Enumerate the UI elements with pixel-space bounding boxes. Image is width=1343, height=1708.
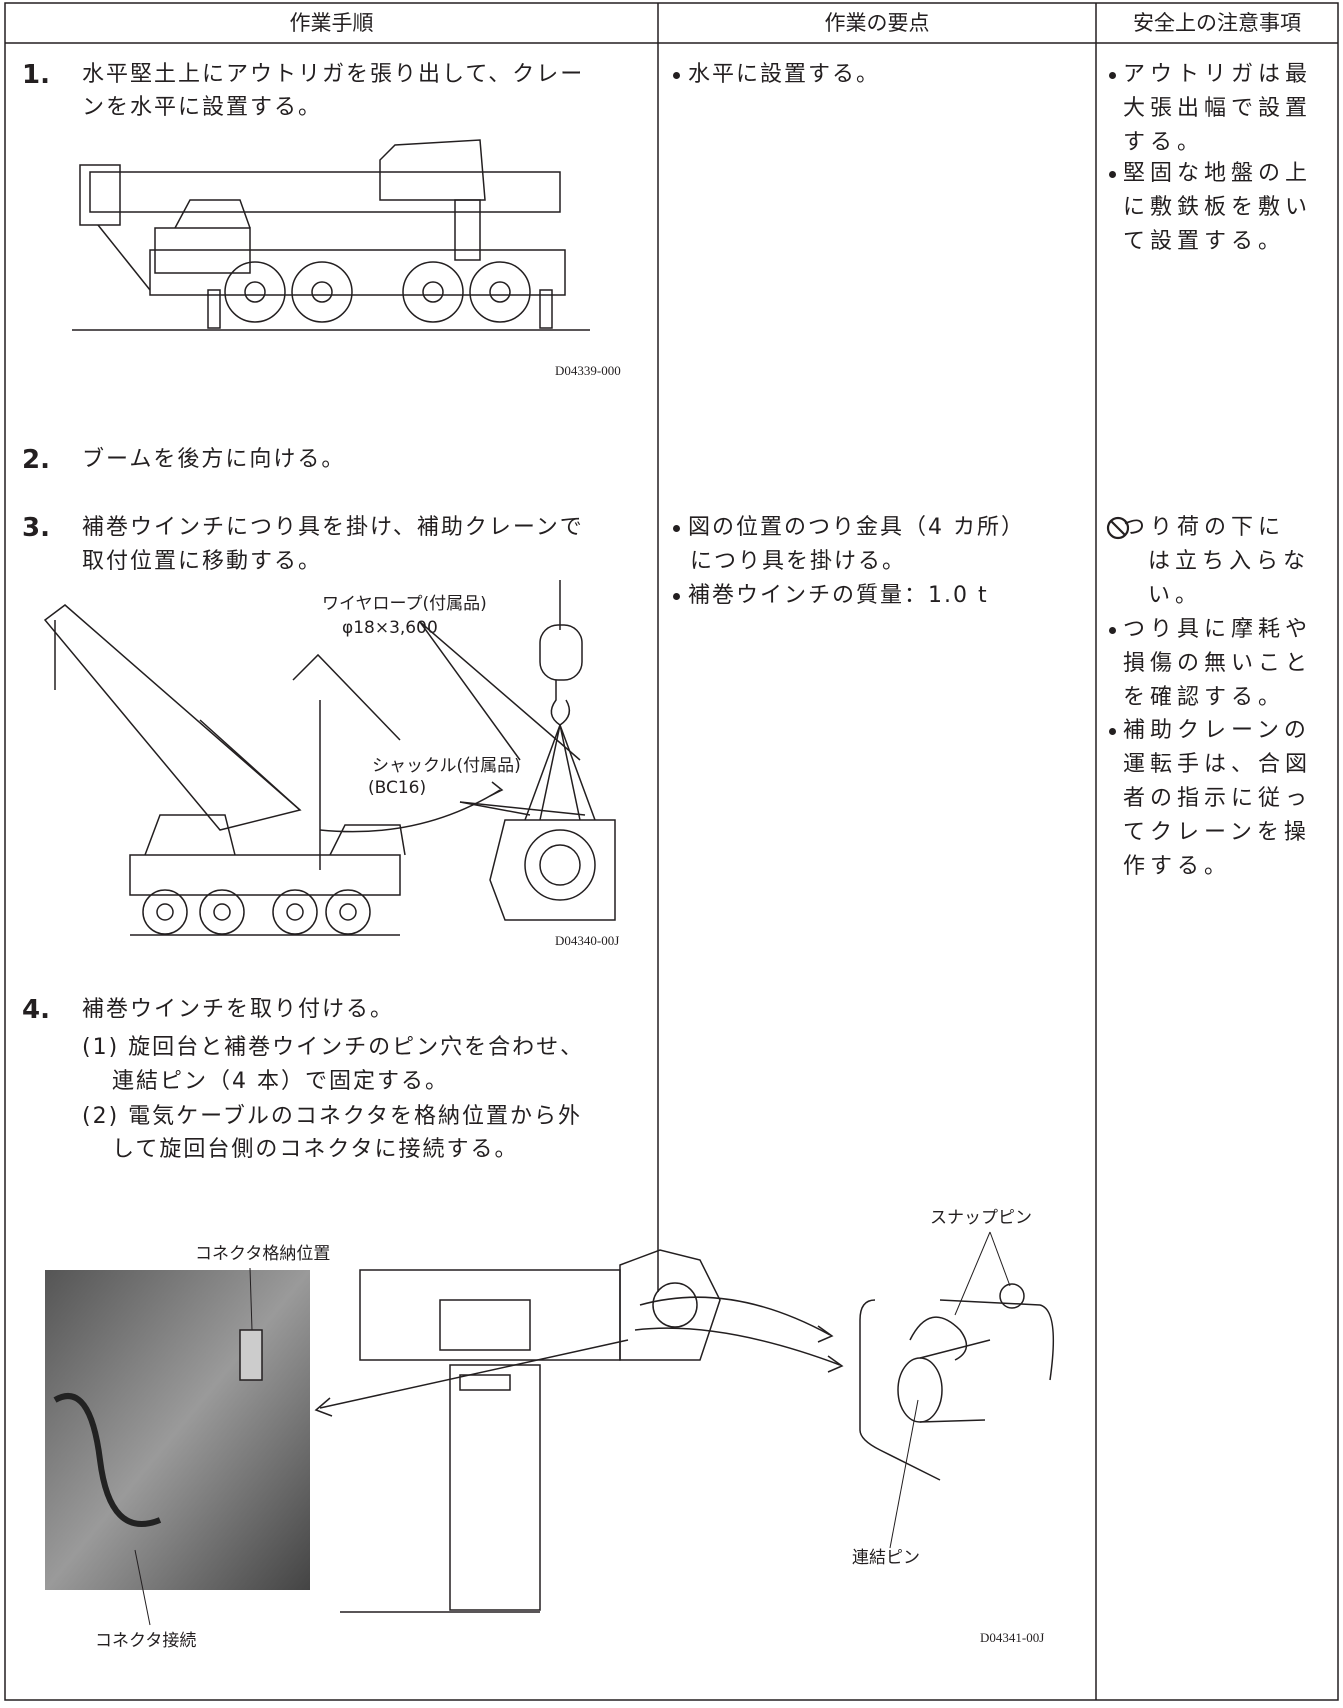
- callout: スナップピン: [930, 1208, 1032, 1228]
- caution-text: てクレーンを操: [1123, 820, 1311, 845]
- callout: シャックル(付属品): [372, 756, 521, 776]
- callout: ワイヤロープ(付属品): [322, 594, 487, 614]
- winch-drawing: [314, 1249, 844, 1613]
- bullet: [673, 593, 680, 600]
- wheels: [224, 261, 531, 323]
- pin-detail: [859, 1231, 1055, 1549]
- step-text: 取付位置に移動する。: [82, 549, 323, 574]
- callout: 連結ピン: [852, 1548, 920, 1568]
- point-text: 水平に設置する。: [688, 62, 881, 87]
- caution-text: 補助クレーンの: [1123, 718, 1311, 743]
- step-number: 1.: [22, 60, 50, 90]
- step-text: ブームを後方に向ける。: [82, 447, 346, 472]
- bullet: [1109, 72, 1116, 79]
- column-header: 作業の要点: [824, 11, 930, 35]
- crane-figure-2: [43, 580, 616, 936]
- point-text: につり具を掛ける。: [690, 549, 907, 574]
- caution-text: 堅固な地盤の上: [1123, 161, 1313, 186]
- caution-text: つり荷の下に: [1123, 515, 1286, 540]
- step-number: 2.: [22, 445, 50, 475]
- caution-text: は立ち入らな: [1148, 549, 1311, 574]
- step-text: 補巻ウインチにつり具を掛け、補助クレーンで: [82, 515, 584, 540]
- caution-text: 大張出幅で設置: [1123, 96, 1313, 121]
- caution-text: を確認する。: [1123, 685, 1286, 710]
- caution-text: い。: [1148, 583, 1203, 608]
- bullet: [673, 72, 680, 79]
- bullet: [673, 525, 680, 532]
- photo: [45, 1267, 310, 1626]
- callout: (BC16): [368, 778, 427, 798]
- caution-text: 損傷の無いこと: [1123, 651, 1313, 676]
- table-frame: [4, 2, 1339, 1701]
- caution-text: 者の指示に従っ: [1123, 786, 1313, 811]
- caution-text: て設置する。: [1123, 229, 1286, 254]
- step-text: 水平堅土上にアウトリガを張り出して、クレー: [82, 62, 585, 87]
- step-text: (2) 電気ケーブルのコネクタを格納位置から外: [82, 1104, 582, 1129]
- caution-text: つり具に摩耗や: [1123, 617, 1313, 642]
- figure-id: D04340-00J: [555, 933, 620, 948]
- caution-text: 作する。: [1123, 854, 1232, 879]
- callout: コネクタ格納位置: [195, 1244, 331, 1264]
- step-text: 補巻ウインチを取り付ける。: [82, 997, 395, 1022]
- callout: φ18×3,600: [342, 618, 438, 638]
- point-text: 補巻ウインチの質量：1.0 t: [688, 583, 989, 608]
- caution-text: 運転手は、合図: [1123, 752, 1313, 777]
- bullet: [1109, 728, 1116, 735]
- caution-text: する。: [1123, 130, 1205, 155]
- figure-id: D04341-00J: [980, 1630, 1045, 1645]
- point-text: 図の位置のつり金具（4 カ所）: [688, 515, 1025, 540]
- figure-id: D04339-000: [555, 363, 621, 378]
- bullet: [1109, 171, 1116, 178]
- callout: コネクタ接続: [95, 1631, 197, 1651]
- column-header: 安全上の注意事項: [1133, 11, 1301, 35]
- caution-text: アウトリガは最: [1123, 62, 1313, 87]
- step-text: ンを水平に設置する。: [82, 95, 323, 120]
- step-text: 連結ピン（4 本）で固定する。: [112, 1069, 449, 1094]
- step-number: 4.: [22, 995, 50, 1025]
- step-text: して旋回台側のコネクタに接続する。: [112, 1137, 519, 1162]
- bullet: [1109, 627, 1116, 634]
- step-text: (1) 旋回台と補巻ウインチのピン穴を合わせ、: [82, 1035, 585, 1060]
- caution-text: に敷鉄板を敷い: [1123, 195, 1313, 220]
- column-header: 作業手順: [289, 11, 374, 35]
- step-number: 3.: [22, 513, 50, 543]
- prohibition-icon: [1106, 516, 1130, 540]
- crane-figure-1: [72, 139, 590, 331]
